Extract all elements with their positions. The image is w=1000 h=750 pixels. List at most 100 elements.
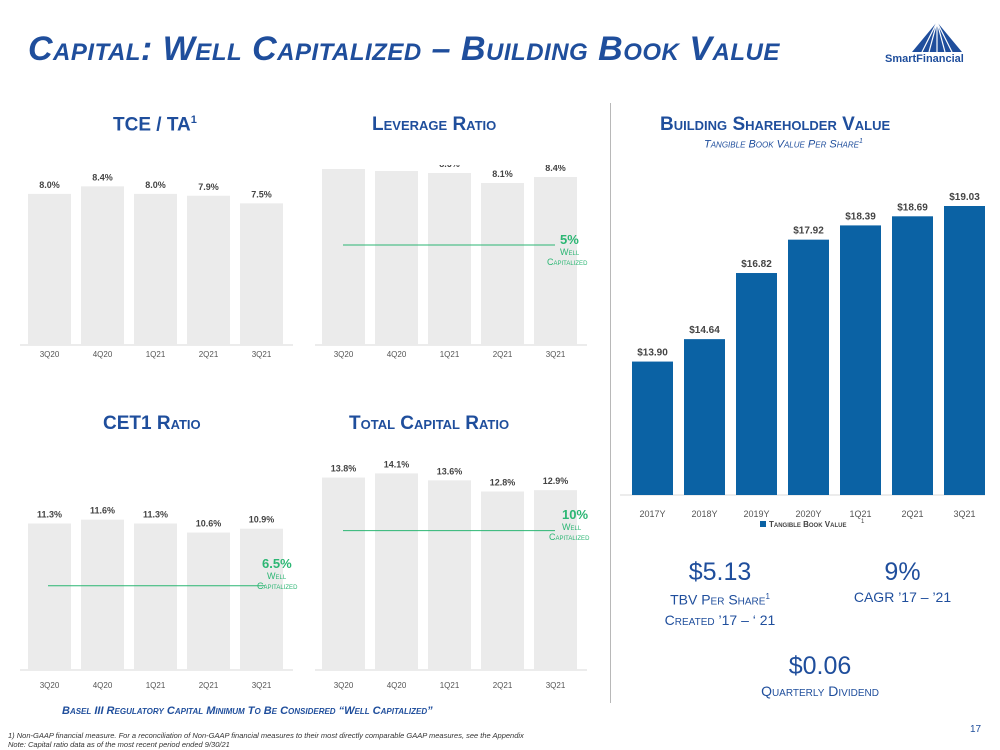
- total-bar: [375, 473, 418, 670]
- cet1-bar: [187, 532, 230, 670]
- tbv-bar: [632, 361, 673, 495]
- cet1-tick-label: 3Q21: [252, 681, 272, 690]
- total-threshold-label: 10% Well Capitalized: [549, 507, 590, 542]
- leverage-bar: [481, 183, 524, 345]
- section-divider: [610, 103, 611, 703]
- page-number: 17: [970, 724, 982, 735]
- total-bar: [322, 477, 365, 670]
- tbv-tick-label: 1Q21: [849, 509, 871, 519]
- cet1-tick-label: 1Q21: [146, 681, 166, 690]
- cet1-tick-label: 3Q20: [40, 681, 60, 690]
- total-data-label: 13.6%: [437, 466, 463, 476]
- tbv-bar: [892, 216, 933, 495]
- tbv-tick-label: 2017Y: [639, 509, 665, 519]
- footnote-1: 1) Non-GAAP financial measure. For a rec…: [8, 731, 524, 740]
- leverage-tick-label: 3Q21: [546, 350, 566, 359]
- leverage-bar: [375, 171, 418, 345]
- tce-data-label: 7.5%: [251, 189, 272, 199]
- tbv-bar: [736, 273, 777, 495]
- tce-data-label: 8.0%: [145, 180, 166, 190]
- tbv-bar: [840, 225, 881, 495]
- tbv-tick-label: 2018Y: [691, 509, 717, 519]
- tce-bar: [187, 195, 230, 345]
- cet1-title: CET1 Ratio: [103, 413, 201, 434]
- tbv-data-label: $18.39: [845, 211, 876, 222]
- leverage-tick-label: 4Q20: [387, 350, 407, 359]
- total-data-label: 14.1%: [384, 459, 410, 469]
- footnote-2: Note: Capital ratio data as of the most …: [8, 740, 230, 749]
- bsv-title: Building Shareholder Value: [660, 114, 891, 135]
- tbv-bar: [788, 239, 829, 495]
- total-bar: [428, 480, 471, 670]
- cet1-threshold-label: 6.5% Well Capitalized: [257, 556, 298, 591]
- tce-title: TCE / TA1: [113, 114, 197, 136]
- tbv-bar: [684, 339, 725, 495]
- page-title: Capital: Well Capitalized – Building Boo…: [28, 30, 780, 68]
- tce-data-label: 8.0%: [39, 180, 60, 190]
- cet1-tick-label: 4Q20: [93, 681, 113, 690]
- total-capital-title: Total Capital Ratio: [349, 413, 510, 434]
- leverage-tick-label: 2Q21: [493, 350, 513, 359]
- cet1-bar: [81, 519, 124, 670]
- cet1-chart: 11.3% 3Q20 11.6% 4Q20 11.3% 1Q21 10.6% 2Q21 10.9…: [20, 506, 293, 690]
- leverage-data-label: 8.7%: [386, 165, 407, 167]
- leverage-tick-label: 1Q21: [440, 350, 460, 359]
- tbv-data-label: $14.64: [689, 325, 720, 336]
- tbv-growth-stat: $5.13 TBV Per Share1 Created ’17 – ‘ 21: [650, 558, 790, 630]
- tce-tick-label: 4Q20: [93, 350, 113, 359]
- tbv-data-label: $16.82: [741, 259, 772, 270]
- logo-text: SmartFinancial: [885, 53, 964, 65]
- total-capital-chart: 13.8% 3Q20 14.1% 4Q20 13.6% 1Q21 12.8% 2Q21 12.9…: [315, 459, 587, 690]
- tbv-data-label: $17.92: [793, 226, 824, 237]
- tbv-data-label: $19.03: [949, 192, 980, 203]
- leverage-bar: [428, 173, 471, 345]
- total-data-label: 12.8%: [490, 478, 516, 488]
- total-bar: [481, 491, 524, 670]
- tbv-legend-swatch: [760, 521, 766, 527]
- cet1-data-label: 11.6%: [90, 506, 115, 516]
- leverage-bar: [534, 177, 577, 345]
- total-tick-label: 1Q21: [440, 681, 460, 690]
- tbv-chart: $13.90 2017Y $14.64 2018Y $16.82 2019Y $17.92 2…: [620, 192, 985, 529]
- company-logo: SmartFinancial: [885, 22, 990, 67]
- dividend-value: $0.06: [788, 652, 852, 680]
- tbv-tick-label: 2019Y: [743, 509, 769, 519]
- tbv-legend-label: Tangible Book Value: [769, 520, 846, 529]
- cet1-bar: [134, 523, 177, 670]
- leverage-title: Leverage Ratio: [372, 114, 497, 135]
- tbv-tick-label: 2020Y: [795, 509, 821, 519]
- total-tick-label: 2Q21: [493, 681, 513, 690]
- tce-tick-label: 3Q20: [40, 350, 60, 359]
- cet1-data-label: 10.9%: [249, 515, 275, 525]
- cet1-bar: [240, 528, 283, 670]
- dividend-stat: $0.06 Quarterly Dividend: [740, 652, 900, 701]
- total-data-label: 12.9%: [543, 476, 569, 486]
- leverage-data-label: 8.4%: [545, 165, 566, 173]
- tbv-tick-label: 3Q21: [953, 509, 975, 519]
- tce-chart: 8.0% 3Q20 8.4% 4Q20 8.0% 1Q21 7.9% 2Q21 7.5% 3Q21: [20, 172, 293, 359]
- cet1-data-label: 10.6%: [196, 519, 222, 529]
- cet1-data-label: 11.3%: [143, 510, 168, 520]
- total-tick-label: 4Q20: [387, 681, 407, 690]
- dividend-label: Quarterly Dividend: [761, 683, 879, 699]
- leverage-data-label: 8.6%: [439, 165, 460, 169]
- bsv-subtitle: Tangible Book Value Per Share1: [704, 138, 863, 151]
- cet1-data-label: 11.3%: [37, 510, 62, 520]
- leverage-data-label: 8.1%: [492, 169, 513, 179]
- tbv-legend-sup: 1: [861, 519, 865, 525]
- tce-bar: [240, 203, 283, 345]
- total-bar: [534, 490, 577, 670]
- total-tick-label: 3Q21: [546, 681, 566, 690]
- tce-tick-label: 3Q21: [252, 350, 272, 359]
- cagr-value: 9%: [884, 558, 921, 586]
- tbv-growth-period: Created ’17 – ‘ 21: [664, 611, 776, 628]
- tbv-bar: [944, 206, 985, 495]
- tce-data-label: 7.9%: [198, 182, 219, 192]
- tce-bar: [134, 193, 177, 345]
- tce-bar: [81, 186, 124, 345]
- tce-tick-label: 2Q21: [199, 350, 219, 359]
- tbv-data-label: $18.69: [897, 202, 928, 213]
- tce-tick-label: 1Q21: [146, 350, 166, 359]
- leverage-tick-label: 3Q20: [334, 350, 354, 359]
